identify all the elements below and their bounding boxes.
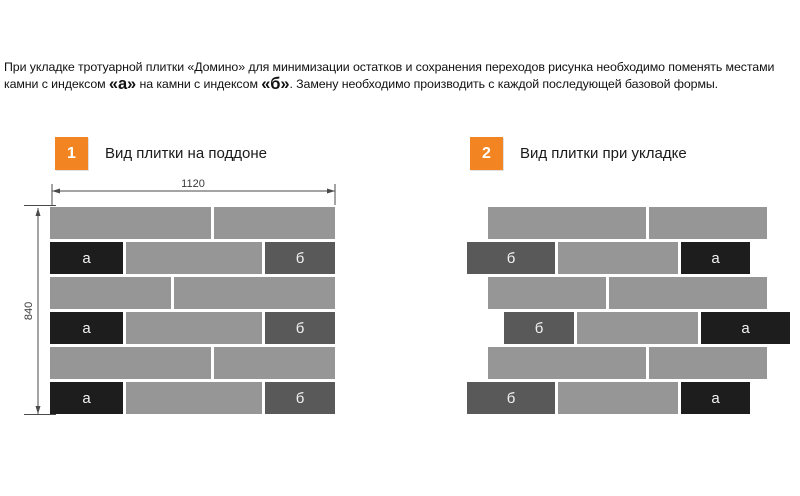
tile-index-label: а xyxy=(741,319,750,337)
section-1-number-badge: 1 xyxy=(55,137,88,170)
intro-text-part: При укладке тротуарной плитки «Домино» д… xyxy=(4,60,775,74)
tile-gray xyxy=(488,207,646,239)
tile-index-label: б xyxy=(506,389,516,407)
tile-index-label: а xyxy=(711,249,720,267)
tile-gray xyxy=(609,277,767,309)
tile-gray xyxy=(558,242,678,274)
height-arrow-bottom xyxy=(35,406,41,414)
tile-gray xyxy=(558,382,678,414)
tile-a: а xyxy=(681,382,750,414)
tile-gray xyxy=(488,277,606,309)
tile-a: а xyxy=(50,242,123,274)
intro-text-part: камни с индексом xyxy=(4,77,109,91)
index-letter-emphasis: «а» xyxy=(108,75,137,93)
tile-a: а xyxy=(681,242,750,274)
section-1-title: Вид плитки на поддоне xyxy=(105,145,267,162)
section-2-title: Вид плитки при укладке xyxy=(520,145,687,162)
tile-gray xyxy=(174,277,335,309)
tile-gray xyxy=(50,347,211,379)
tile-gray xyxy=(488,347,646,379)
tile-gray xyxy=(649,207,767,239)
tile-gray xyxy=(50,207,211,239)
intro-line: При укладке тротуарной плитки «Домино» д… xyxy=(4,59,798,76)
tile-gray xyxy=(649,347,767,379)
pallet-tile-diagram: а б а б а б xyxy=(50,207,335,414)
tile-b: б xyxy=(265,382,335,414)
intro-paragraph: При укладке тротуарной плитки «Домино» д… xyxy=(4,59,798,93)
tile-index-label: а xyxy=(82,319,91,337)
tile-index-label: а xyxy=(82,249,91,267)
tile-index-label: б xyxy=(295,389,305,407)
tile-index-label: б xyxy=(295,249,305,267)
tile-index-label: б xyxy=(534,319,544,337)
intro-text-part: на камни с индексом xyxy=(136,77,262,91)
tile-b: б xyxy=(504,312,574,344)
width-arrow-right xyxy=(327,188,335,194)
width-dimension-label: 1120 xyxy=(181,178,205,190)
laying-tile-diagram: б а б а б а xyxy=(467,207,790,414)
tile-gray xyxy=(126,382,262,414)
tile-index-label: б xyxy=(295,319,305,337)
tile-b: б xyxy=(467,242,555,274)
tile-gray xyxy=(577,312,698,344)
tile-gray xyxy=(214,207,335,239)
tile-gray xyxy=(214,347,335,379)
tile-index-label: а xyxy=(711,389,720,407)
tile-a: а xyxy=(701,312,790,344)
tile-index-label: б xyxy=(506,249,516,267)
tile-gray xyxy=(50,277,171,309)
tile-a: а xyxy=(50,382,123,414)
tile-index-label: а xyxy=(82,389,91,407)
width-arrow-left xyxy=(52,188,60,194)
tile-b: б xyxy=(467,382,555,414)
tile-gray xyxy=(126,312,262,344)
tile-a: а xyxy=(50,312,123,344)
tile-gray xyxy=(126,242,262,274)
dimension-annotations: 1120 840 xyxy=(23,178,336,415)
height-dimension-label: 840 xyxy=(23,302,35,320)
tile-b: б xyxy=(265,242,335,274)
height-arrow-top xyxy=(35,208,41,216)
index-letter-emphasis: «б» xyxy=(261,75,290,93)
intro-text-part: . Замену необходимо производить с каждой… xyxy=(289,77,719,91)
tile-b: б xyxy=(265,312,335,344)
section-2-number-badge: 2 xyxy=(470,137,503,170)
intro-line: камни с индексом «а» на камни с индексом… xyxy=(4,76,798,93)
